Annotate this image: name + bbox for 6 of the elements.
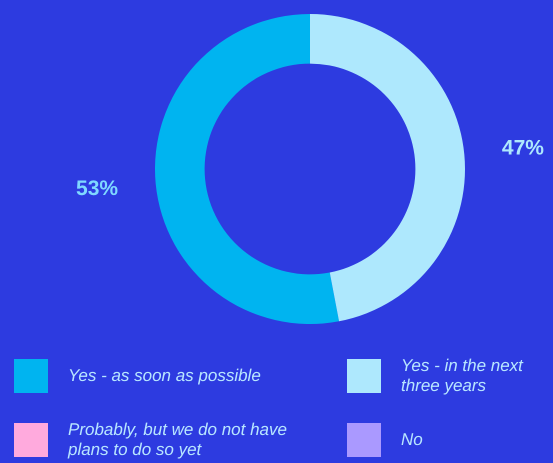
- legend-label: Probably, but we do not have plans to do so yet: [68, 420, 288, 460]
- data-label: 47%: [502, 136, 544, 160]
- legend-label: No: [401, 430, 423, 450]
- data-label: 53%: [76, 176, 118, 200]
- legend-label: Yes - in the next three years: [401, 356, 524, 396]
- legend-label: Yes - as soon as possible: [68, 366, 261, 386]
